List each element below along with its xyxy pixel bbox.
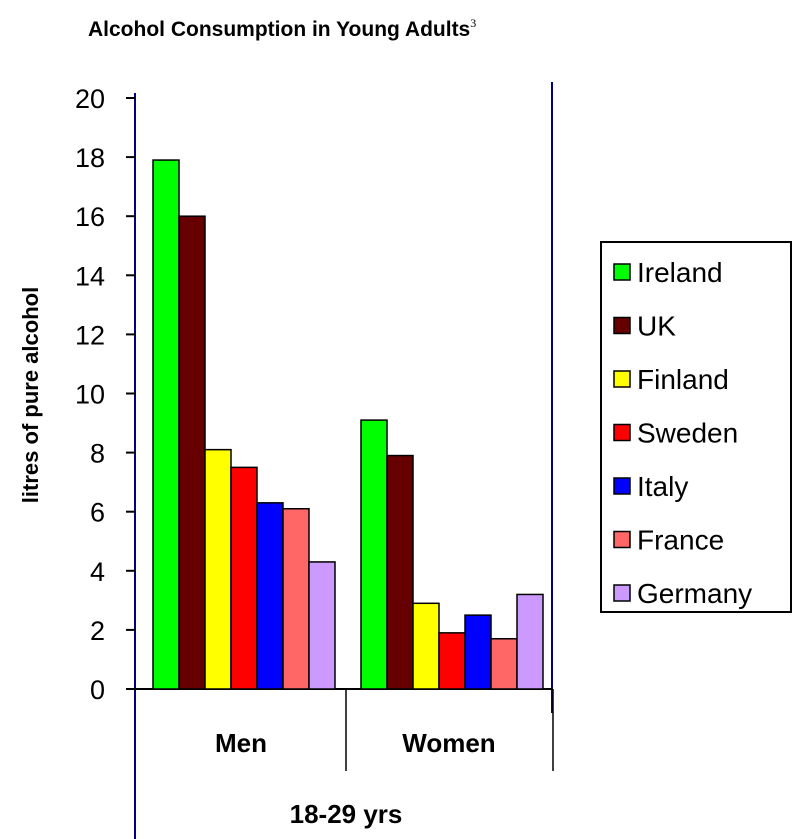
chart-title-text: Alcohol Consumption in Young Adults (88, 18, 471, 41)
y-tick-label: 20 (75, 84, 105, 114)
y-tick-label: 12 (75, 320, 105, 350)
y-ticks: 0 2 4 6 8 10 12 14 16 18 20 (75, 84, 135, 705)
bar-finland-men (204, 448, 232, 690)
bar-sweden-women (438, 632, 466, 690)
legend-swatch-uk (613, 316, 631, 335)
legend-swatch-ireland (613, 263, 631, 281)
bar-germany-women (516, 593, 544, 690)
y-tick-label: 10 (75, 380, 105, 410)
legend-swatch-france (613, 530, 631, 549)
y-tick-label: 8 (90, 439, 105, 469)
legend-swatch-finland (613, 370, 631, 388)
bars (152, 159, 544, 690)
chart-title: Alcohol Consumption in Young Adults3 (88, 16, 476, 42)
bar-germany-men (308, 561, 336, 690)
bar-france-men (282, 507, 310, 690)
bar-italy-women (464, 614, 492, 690)
y-tick-label: 6 (90, 498, 105, 528)
y-tick-label: 14 (75, 261, 105, 291)
legend-box (600, 241, 792, 613)
legend-label-finland: Finland (637, 364, 729, 395)
y-tick-label: 2 (90, 616, 105, 646)
legend-label-france: France (637, 525, 724, 556)
legend-swatch-germany (613, 584, 631, 602)
legend: Ireland UK Finland Sweden Italy France Germany (600, 241, 792, 613)
y-tick-label: 4 (90, 557, 105, 587)
legend-label-ireland: Ireland (637, 257, 723, 288)
x-category-label: Men (215, 728, 267, 758)
x-category-label: Women (402, 728, 495, 758)
bar-ireland-women (360, 419, 388, 690)
bar-ireland-men (152, 159, 180, 690)
y-tick-label: 18 (75, 143, 105, 173)
bar-uk-women (386, 454, 414, 690)
legend-label-italy: Italy (637, 471, 688, 502)
legend-swatch-sweden (613, 423, 631, 442)
legend-label-germany: Germany (637, 578, 752, 609)
x-axis-label: 18-29 yrs (290, 799, 403, 829)
legend-label-uk: UK (637, 311, 676, 342)
y-tick-label: 0 (90, 675, 105, 705)
bar-uk-men (178, 215, 206, 690)
bar-italy-men (256, 502, 284, 690)
legend-label-sweden: Sweden (637, 418, 738, 449)
bar-france-women (490, 638, 518, 690)
x-categories: Men Women (215, 728, 496, 758)
y-tick-label: 16 (75, 202, 105, 232)
y-axis-label: litres of pure alcohol (18, 287, 43, 503)
legend-swatch-italy (613, 477, 631, 495)
bar-finland-women (412, 602, 440, 690)
chart-title-superscript: 3 (470, 16, 477, 30)
bar-sweden-men (230, 466, 258, 690)
